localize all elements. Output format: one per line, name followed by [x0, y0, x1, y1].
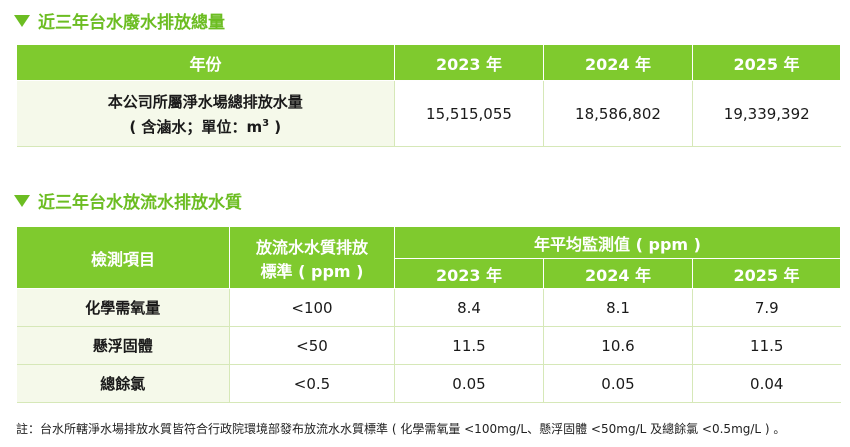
section2-title: 近三年台水放流水排放水質 [14, 188, 242, 213]
value-2023: 15,515,055 [394, 80, 544, 147]
table-row: 本公司所屬淨水場總排放水量 ( 含滷水；單位：m3 ) 15,515,055 1… [16, 80, 841, 147]
table-row: 總餘氯 <0.5 0.05 0.05 0.04 [16, 364, 841, 403]
section2-title-text: 近三年台水放流水排放水質 [38, 193, 242, 213]
header-item: 檢測項目 [16, 226, 230, 289]
footnote: 註：台水所轄淨水場排放水質皆符合行政院環境部發布放流水水質標準 ( 化學需氧量 … [16, 422, 786, 436]
standard-value: <0.5 [229, 364, 395, 403]
value-2024: 10.6 [543, 326, 693, 365]
row-label-unit: ( 含滷水；單位：m [129, 117, 263, 136]
value-2023: 11.5 [394, 326, 544, 365]
value-2024: 0.05 [543, 364, 693, 403]
row-label: 本公司所屬淨水場總排放水量 ( 含滷水；單位：m3 ) [16, 80, 395, 147]
row-label-line1: 本公司所屬淨水場總排放水量 [107, 92, 303, 111]
row-label-close: ) [269, 117, 282, 136]
value-2025: 7.9 [692, 288, 841, 327]
section1-title: 近三年台水廢水排放總量 [14, 8, 225, 33]
wastewater-total-table: 年份 2023 年 2024 年 2025 年 本公司所屬淨水場總排放水量 ( … [16, 44, 841, 147]
header-standard-line1: 放流水水質排放 [255, 237, 368, 257]
row-label-superscript: 3 [262, 117, 270, 129]
table-header-row: 檢測項目 放流水水質排放 標準 ( ppm ) 年平均監測值 ( ppm ) [16, 226, 842, 289]
item-label: 化學需氧量 [16, 288, 230, 327]
header-2024: 2024 年 [543, 258, 693, 289]
header-2024: 2024 年 [543, 44, 693, 81]
header-2025: 2025 年 [691, 258, 842, 289]
header-standard-line2: 標準 ( ppm ) [260, 261, 364, 281]
table-row: 懸浮固體 <50 11.5 10.6 11.5 [16, 326, 841, 365]
value-2024: 8.1 [543, 288, 693, 327]
item-label: 總餘氯 [16, 364, 230, 403]
header-2023: 2023 年 [394, 258, 544, 289]
triangle-down-icon [14, 14, 30, 27]
value-2025: 11.5 [692, 326, 841, 365]
value-2023: 0.05 [394, 364, 544, 403]
section1-title-text: 近三年台水廢水排放總量 [38, 13, 225, 33]
standard-value: <50 [229, 326, 395, 365]
row-label-line2: ( 含滷水；單位：m3 ) [17, 116, 395, 137]
header-2023: 2023 年 [394, 44, 544, 81]
item-label: 懸浮固體 [16, 326, 230, 365]
value-2025: 19,339,392 [692, 80, 841, 147]
table-header-row: 年份 2023 年 2024 年 2025 年 [16, 44, 841, 81]
effluent-quality-table: 檢測項目 放流水水質排放 標準 ( ppm ) 年平均監測值 ( ppm ) 2… [16, 226, 842, 403]
triangle-down-icon [14, 194, 30, 207]
header-annual-average: 年平均監測值 ( ppm ) [393, 226, 842, 259]
value-2023: 8.4 [394, 288, 544, 327]
standard-value: <100 [229, 288, 395, 327]
header-standard: 放流水水質排放 標準 ( ppm ) [229, 226, 395, 289]
table-subheader-row: 2023 年 2024 年 2025 年 [17, 258, 842, 289]
table-row: 化學需氧量 <100 8.4 8.1 7.9 [16, 288, 841, 327]
header-2025: 2025 年 [692, 44, 841, 81]
value-2024: 18,586,802 [543, 80, 693, 147]
header-year: 年份 [16, 44, 395, 81]
value-2025: 0.04 [692, 364, 841, 403]
